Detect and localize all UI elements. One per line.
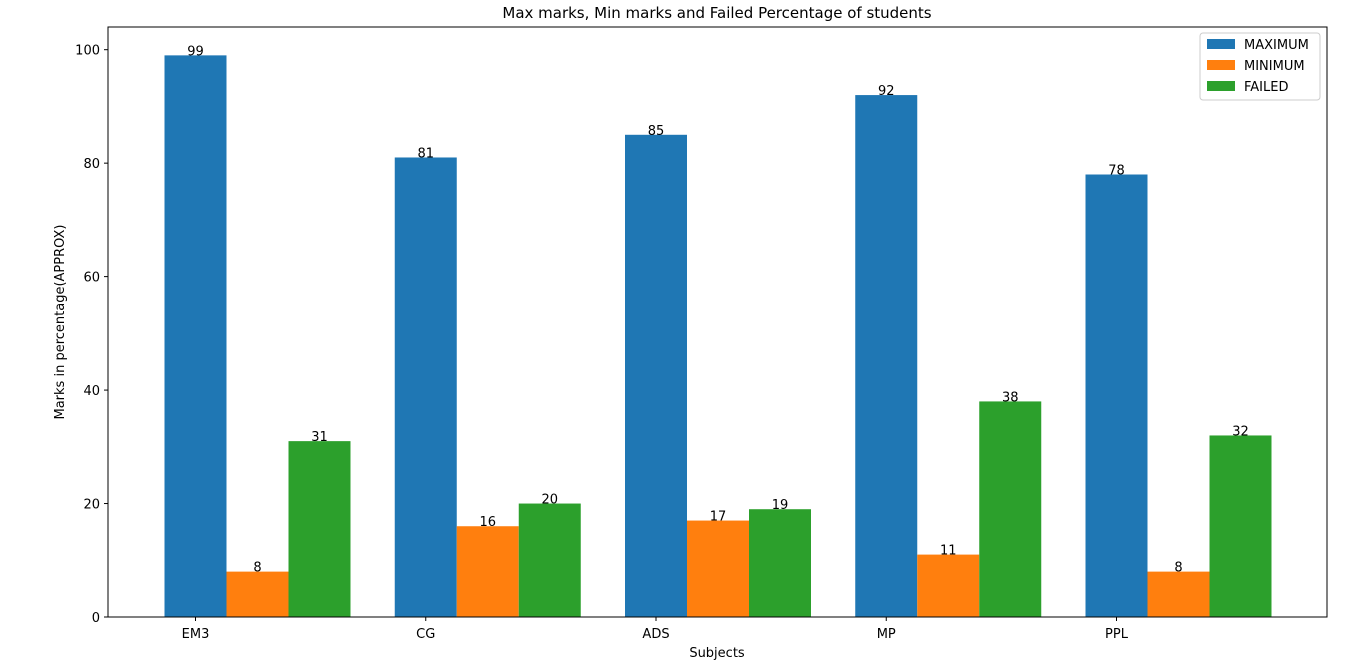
legend-swatch-failed bbox=[1207, 81, 1235, 91]
y-tick-label-40: 40 bbox=[83, 384, 100, 399]
y-tick-label-20: 20 bbox=[83, 498, 100, 513]
bar-failed-em3 bbox=[288, 441, 351, 617]
legend-swatch-maximum bbox=[1207, 39, 1235, 49]
legend-label-maximum: MAXIMUM bbox=[1244, 38, 1309, 53]
x-tick-label-em3: EM3 bbox=[182, 627, 210, 642]
legend-swatch-minimum bbox=[1207, 60, 1235, 70]
value-label-maximum-ppl: 78 bbox=[1108, 164, 1125, 179]
value-label-maximum-ads: 85 bbox=[648, 124, 665, 139]
x-tick-label-ads: ADS bbox=[642, 627, 669, 642]
y-tick-label-60: 60 bbox=[83, 271, 100, 286]
value-label-minimum-em3: 8 bbox=[253, 561, 261, 576]
bar-minimum-cg bbox=[456, 526, 519, 617]
bar-failed-ppl bbox=[1209, 435, 1272, 617]
bar-maximum-mp bbox=[855, 95, 918, 618]
value-label-failed-mp: 38 bbox=[1002, 390, 1019, 405]
bar-failed-mp bbox=[979, 401, 1042, 617]
plot-bars bbox=[164, 55, 1272, 618]
chart-title: Max marks, Min marks and Failed Percenta… bbox=[502, 4, 931, 22]
legend-label-failed: FAILED bbox=[1244, 80, 1288, 95]
value-label-minimum-cg: 16 bbox=[479, 515, 496, 530]
value-label-failed-cg: 20 bbox=[541, 493, 558, 508]
bar-maximum-ppl bbox=[1085, 174, 1148, 617]
y-tick-label-0: 0 bbox=[92, 611, 100, 626]
bar-minimum-ads bbox=[687, 520, 749, 617]
bar-failed-cg bbox=[518, 503, 581, 617]
value-label-maximum-em3: 99 bbox=[187, 44, 204, 59]
bar-failed-ads bbox=[749, 509, 811, 617]
legend: MAXIMUM MINIMUM FAILED bbox=[1199, 32, 1321, 101]
bar-maximum-cg bbox=[394, 157, 457, 617]
value-label-failed-ads: 19 bbox=[772, 498, 789, 513]
bar-minimum-em3 bbox=[226, 571, 289, 617]
value-label-minimum-ppl: 8 bbox=[1174, 561, 1182, 576]
y-tick-label-100: 100 bbox=[75, 44, 100, 59]
bar-maximum-ads bbox=[625, 134, 687, 618]
value-labels: 99 8 31 81 16 20 85 17 19 92 11 38 78 8 32 bbox=[187, 44, 1249, 575]
plot-frame bbox=[107, 26, 1328, 618]
x-tick-label-cg: CG bbox=[416, 627, 435, 642]
bar-minimum-ppl bbox=[1147, 571, 1210, 617]
bar-minimum-mp bbox=[917, 554, 980, 617]
x-tick-label-mp: MP bbox=[877, 627, 896, 642]
y-axis: 0 20 40 60 80 100 bbox=[75, 44, 108, 626]
value-label-minimum-ads: 17 bbox=[710, 510, 727, 525]
value-label-maximum-mp: 92 bbox=[878, 84, 895, 99]
x-tick-label-ppl: PPL bbox=[1105, 627, 1129, 642]
x-axis: EM3 CG ADS MP PPL bbox=[182, 617, 1129, 642]
legend-label-minimum: MINIMUM bbox=[1244, 59, 1305, 74]
y-axis-label: Marks in percentage(APPROX) bbox=[53, 224, 68, 419]
y-tick-label-80: 80 bbox=[83, 157, 100, 172]
value-label-failed-em3: 31 bbox=[311, 430, 328, 445]
x-axis-label: Subjects bbox=[689, 646, 745, 661]
value-label-minimum-mp: 11 bbox=[940, 544, 957, 559]
value-label-failed-ppl: 32 bbox=[1232, 424, 1249, 439]
bar-maximum-em3 bbox=[164, 55, 227, 618]
value-label-maximum-cg: 81 bbox=[417, 146, 434, 161]
